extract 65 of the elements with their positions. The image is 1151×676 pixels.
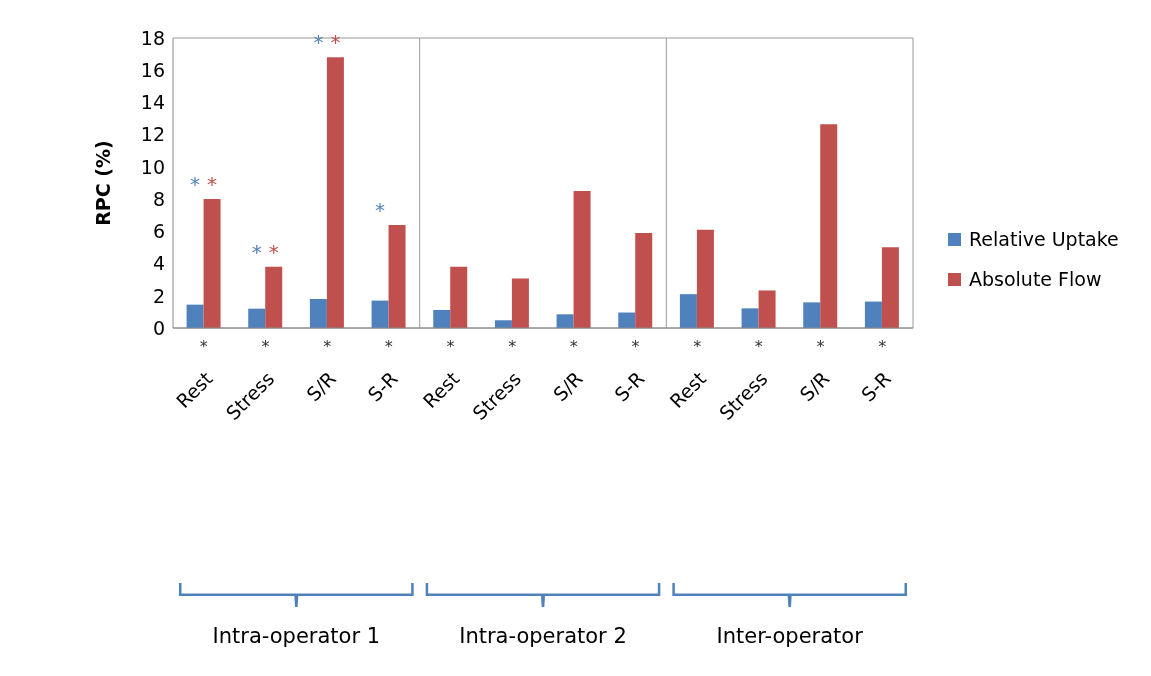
annotation: * xyxy=(190,172,201,197)
data-label: * xyxy=(268,239,279,264)
bar xyxy=(450,266,468,328)
x-tick-label: S-R xyxy=(856,367,895,406)
y-tick-label: 8 xyxy=(152,187,165,210)
bar xyxy=(864,301,882,328)
bar xyxy=(326,57,344,328)
bar xyxy=(696,229,714,328)
y-tick-label: 4 xyxy=(152,252,165,275)
x-tick-label: S-R xyxy=(363,367,402,406)
bar xyxy=(265,266,283,328)
legend-label: Absolute Flow xyxy=(969,268,1102,290)
data-label: * xyxy=(384,337,393,356)
y-tick-label: 10 xyxy=(140,155,165,178)
text: * xyxy=(446,337,455,356)
bar xyxy=(186,304,204,328)
y-tick-label: 2 xyxy=(152,284,165,307)
bar xyxy=(679,294,697,328)
x-tick-label: S/R xyxy=(302,367,340,406)
bar xyxy=(433,309,451,328)
data-label: * xyxy=(330,30,341,55)
data-label: * xyxy=(323,337,332,356)
y-tick-label: 18 xyxy=(140,26,165,49)
bar xyxy=(309,299,327,328)
bar xyxy=(388,224,406,328)
y-tick-label: 16 xyxy=(140,58,165,81)
y-axis-title: RPC (%) xyxy=(91,140,114,226)
bar xyxy=(618,312,636,328)
data-label: * xyxy=(261,337,270,356)
bar xyxy=(758,290,776,328)
text: * xyxy=(631,337,640,356)
bar xyxy=(820,124,838,328)
bar xyxy=(881,247,899,328)
text: * xyxy=(569,337,578,356)
bar xyxy=(573,191,591,328)
annotation: * xyxy=(251,239,262,264)
text: * xyxy=(754,337,763,356)
bar xyxy=(635,232,653,328)
x-tick-label: S-R xyxy=(610,367,649,406)
bar xyxy=(494,320,512,328)
bar xyxy=(203,199,221,328)
text: Intra-operator 1 xyxy=(212,624,381,648)
text: * xyxy=(508,337,517,356)
bar xyxy=(511,278,529,328)
data-label: * xyxy=(199,337,208,356)
y-tick-label: 0 xyxy=(152,316,165,339)
annotation: * xyxy=(375,197,386,222)
text: * xyxy=(816,337,825,356)
annotation: * xyxy=(313,30,324,55)
bar xyxy=(741,308,759,328)
x-tick-label: S/R xyxy=(795,367,834,406)
bar xyxy=(803,302,821,328)
legend-label: Relative Uptake xyxy=(969,228,1119,250)
x-tick-label: S/R xyxy=(548,367,587,406)
bar xyxy=(371,300,389,328)
y-tick-label: 6 xyxy=(152,220,165,243)
data-label: * xyxy=(207,172,218,197)
bar xyxy=(248,308,266,328)
text: Inter-operator xyxy=(716,624,864,648)
text: * xyxy=(878,337,887,356)
y-tick-label: 12 xyxy=(140,123,165,146)
text: * xyxy=(693,337,702,356)
text: Intra-operator 2 xyxy=(459,624,627,648)
y-tick-label: 14 xyxy=(140,91,165,114)
bar xyxy=(556,314,574,328)
